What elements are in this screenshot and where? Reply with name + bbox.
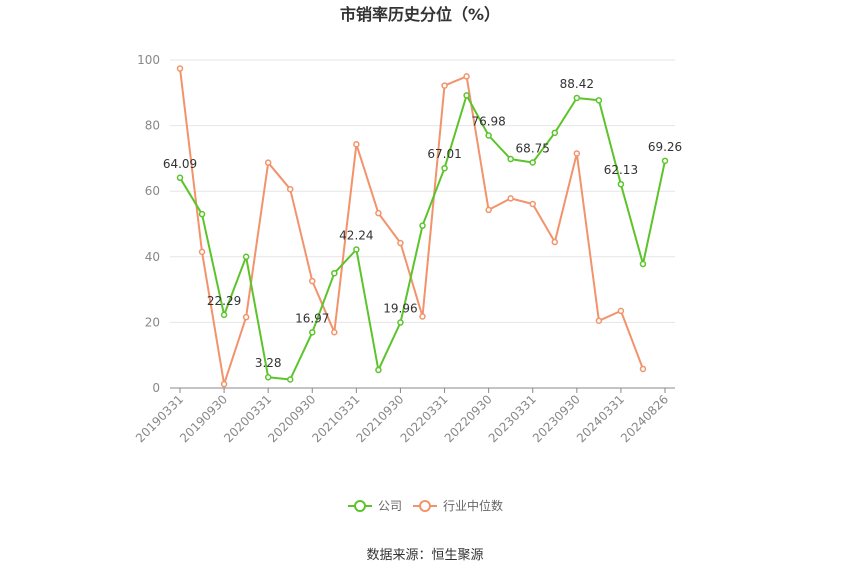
series-line-0 [179, 94, 666, 381]
series-line-1 [179, 68, 644, 386]
data-point[interactable] [397, 239, 404, 247]
data-point[interactable] [441, 82, 448, 89]
data-point[interactable] [353, 246, 360, 253]
data-labels: 64.09 22.29 3.28 16.97 42.24 19.96 67.01 76.98 6… [163, 77, 682, 370]
y-tick-label: 80 [145, 119, 160, 133]
data-label: 3.28 [255, 356, 282, 370]
legend-industry-marker [419, 500, 431, 512]
data-point[interactable] [242, 313, 250, 321]
data-point[interactable] [507, 155, 514, 163]
data-point[interactable] [286, 185, 294, 193]
data-point[interactable] [551, 129, 559, 137]
data-point[interactable] [419, 222, 426, 229]
x-axis: 2019033120190930202003312020093020210331… [133, 387, 675, 445]
data-label: 69.26 [648, 140, 682, 154]
data-point[interactable] [529, 200, 536, 208]
data-point[interactable] [463, 92, 470, 99]
data-point[interactable] [176, 174, 184, 182]
data-point[interactable] [264, 159, 272, 166]
data-point[interactable] [198, 210, 206, 218]
data-point[interactable] [220, 311, 228, 319]
y-tick-label: 40 [145, 250, 160, 264]
data-point[interactable] [595, 97, 603, 104]
legend-item-industry[interactable]: 行业中位数 [413, 498, 503, 513]
y-axis-ticks: 0 20 40 60 80 100 [137, 53, 160, 395]
data-point[interactable] [286, 376, 294, 383]
data-point[interactable] [309, 329, 316, 336]
y-tick-label: 100 [137, 53, 160, 67]
data-label: 88.42 [560, 77, 594, 91]
data-point[interactable] [309, 277, 316, 285]
data-label: 67.01 [427, 147, 461, 161]
data-point[interactable] [595, 317, 603, 325]
data-point[interactable] [551, 238, 559, 246]
data-point[interactable] [176, 65, 184, 72]
chart-title: 市销率历史分位（%） [340, 5, 500, 24]
source-note: 数据来源：恒生聚源 [366, 548, 483, 563]
data-point[interactable] [617, 307, 625, 315]
data-point[interactable] [573, 150, 581, 157]
data-point[interactable] [375, 366, 382, 374]
y-tick-label: 0 [152, 381, 160, 395]
data-label: 76.98 [471, 115, 505, 129]
data-point[interactable] [242, 253, 250, 261]
data-label: 68.75 [516, 142, 550, 156]
data-point[interactable] [264, 373, 272, 381]
data-point[interactable] [441, 164, 448, 172]
data-point[interactable] [331, 328, 338, 336]
data-point[interactable] [485, 206, 492, 214]
data-point[interactable] [375, 209, 382, 217]
legend: 公司 行业中位数 [348, 498, 503, 513]
data-label: 42.24 [339, 228, 373, 242]
legend-item-company[interactable]: 公司 [348, 499, 402, 513]
data-point[interactable] [529, 159, 536, 166]
data-point[interactable] [397, 319, 404, 326]
data-point[interactable] [617, 180, 625, 188]
data-label: 19.96 [383, 302, 417, 316]
data-label: 16.97 [295, 311, 329, 325]
data-point[interactable] [639, 260, 647, 268]
data-label: 64.09 [163, 157, 197, 171]
data-point[interactable] [463, 73, 470, 80]
data-point[interactable] [331, 269, 338, 277]
data-point[interactable] [353, 141, 360, 148]
data-point[interactable] [639, 365, 647, 373]
x-tick-label: 20240826 [618, 392, 671, 445]
data-point[interactable] [419, 313, 426, 320]
y-tick-label: 60 [145, 184, 160, 198]
data-label: 22.29 [207, 294, 241, 308]
legend-industry-label: 行业中位数 [443, 498, 503, 513]
legend-company-label: 公司 [378, 499, 402, 513]
data-point[interactable] [573, 94, 581, 102]
data-point[interactable] [507, 195, 514, 202]
data-point[interactable] [198, 248, 206, 256]
series-points [176, 65, 669, 388]
data-point[interactable] [661, 157, 669, 165]
data-label: 62.13 [604, 163, 638, 177]
legend-company-marker [354, 500, 366, 512]
data-point[interactable] [220, 380, 228, 388]
data-point[interactable] [485, 132, 492, 139]
y-tick-label: 20 [145, 315, 160, 329]
